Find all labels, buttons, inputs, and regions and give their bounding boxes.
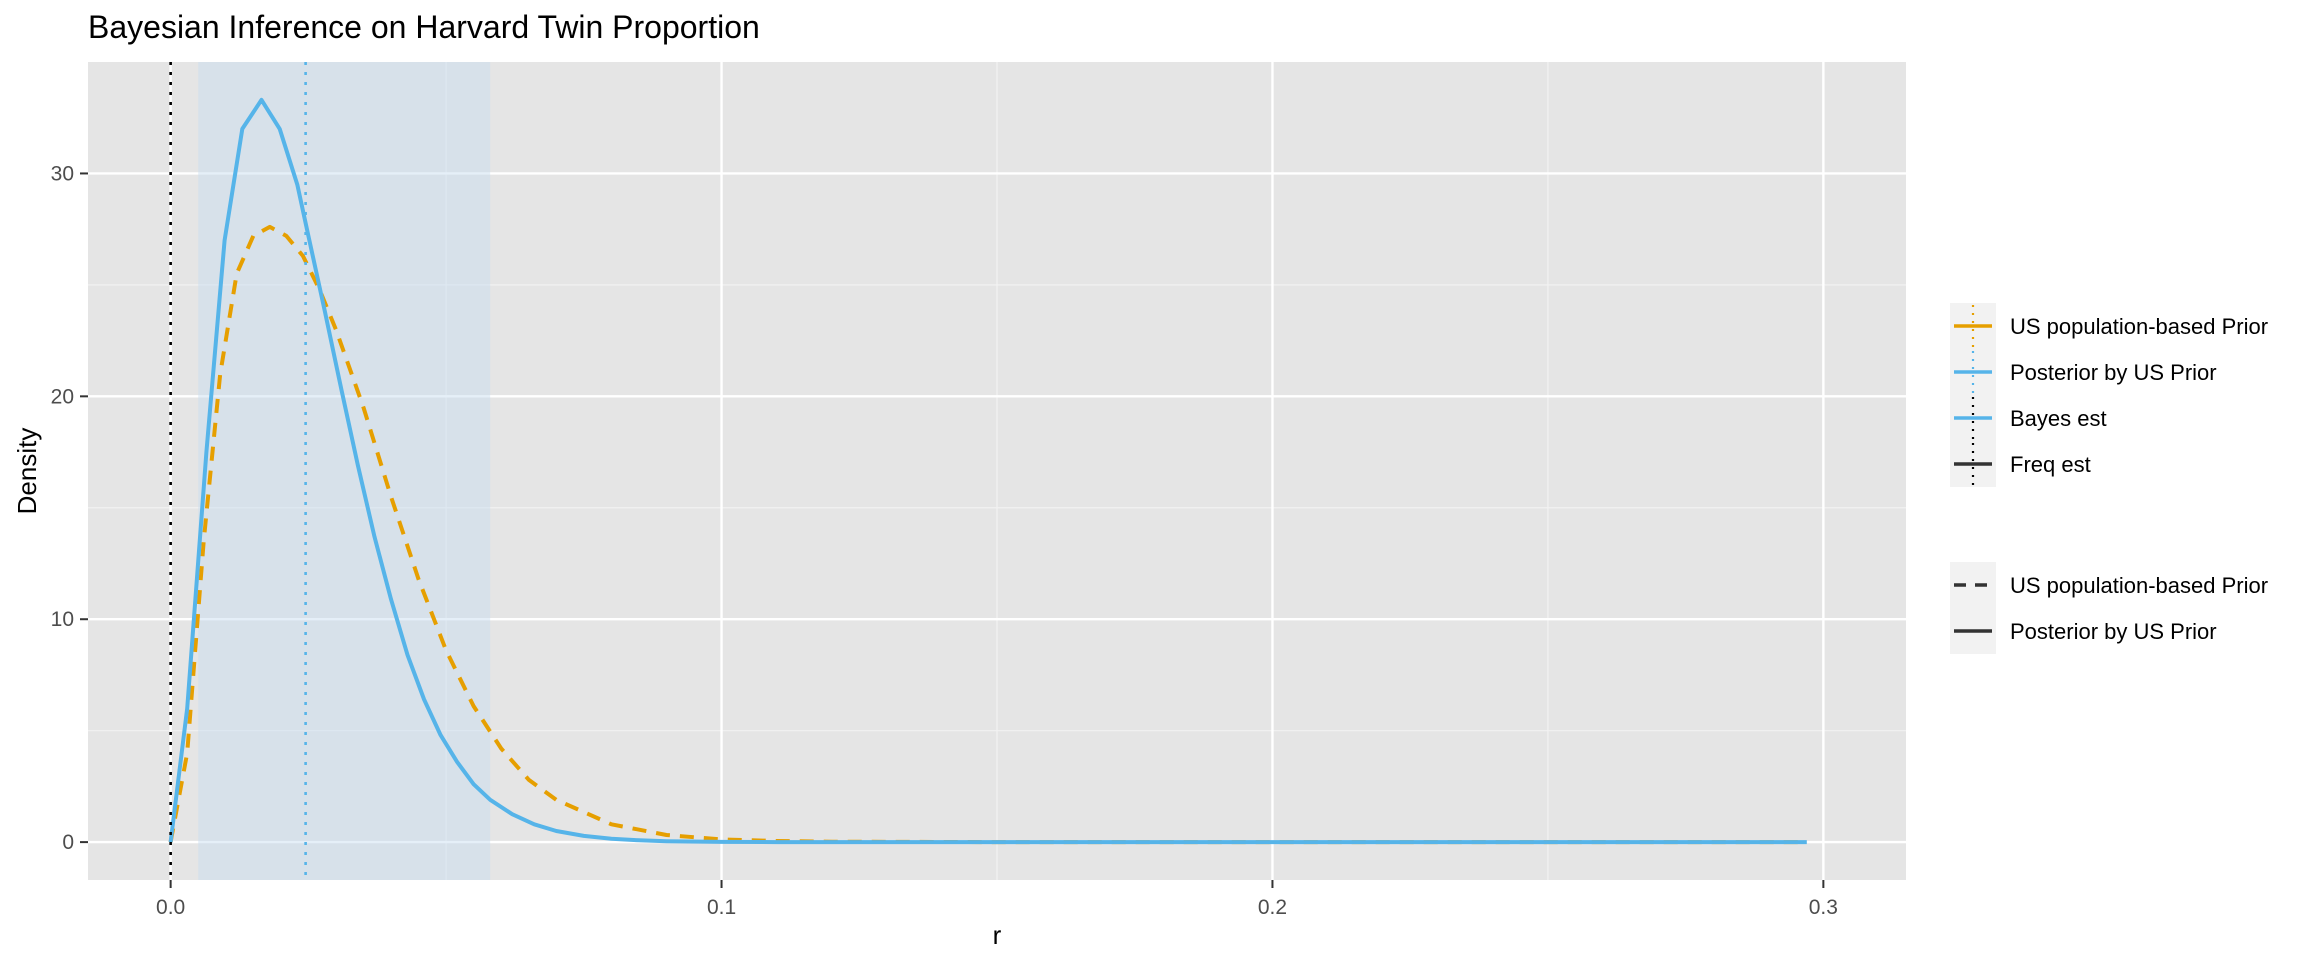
series-line-1: [168, 97, 1807, 845]
y-tick-label: 0: [62, 831, 74, 854]
legend-label: Bayes est: [2010, 406, 2107, 431]
density-series: [168, 97, 1807, 845]
legend-label: US population-based Prior: [2010, 314, 2268, 339]
y-tick-label: 20: [51, 385, 74, 408]
x-tick-label: 0.3: [1809, 896, 1838, 919]
x-axis-ticks: 0.0 0.1 0.2 0.3: [156, 880, 1838, 919]
legend-label: US population-based Prior: [2010, 573, 2268, 598]
chart-title: Bayesian Inference on Harvard Twin Propo…: [88, 9, 760, 45]
legend-color: US population-based Prior Posterior by US…: [1950, 303, 2268, 487]
y-tick-label: 30: [51, 162, 74, 185]
x-tick-label: 0.0: [156, 896, 185, 919]
y-tick-label: 10: [51, 608, 74, 631]
legend-label: Freq est: [2010, 452, 2091, 477]
x-axis-title: r: [993, 920, 1002, 950]
legend-label: Posterior by US Prior: [2010, 360, 2217, 385]
minor-gridlines: [88, 62, 1906, 880]
y-axis-title: Density: [12, 428, 42, 515]
y-axis-ticks: 0 10 20 30: [51, 162, 88, 854]
legend-linetype: US population-based Prior Posterior by US…: [1950, 562, 2268, 654]
reference-lines: [169, 62, 307, 880]
credible-interval-band: [198, 62, 491, 880]
x-tick-label: 0.1: [707, 896, 736, 919]
legend-label: Posterior by US Prior: [2010, 619, 2217, 644]
x-tick-label: 0.2: [1258, 896, 1287, 919]
